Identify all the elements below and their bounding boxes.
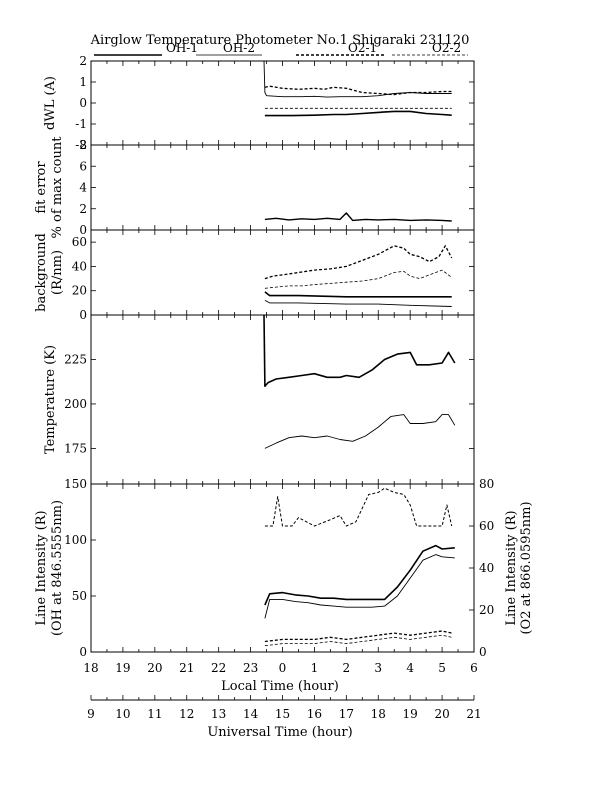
panel-frame <box>90 483 475 653</box>
chart-title: Airglow Temperature Photometer No.1 Shig… <box>90 33 470 48</box>
panel-temp: 225 200 175 Temperature (K) <box>43 314 475 485</box>
y-tick-label: 0 <box>79 308 87 322</box>
y-axis-label: fit error <box>34 161 49 214</box>
series-int-oh-1 <box>264 544 455 606</box>
ut-tick-label: 14 <box>243 707 259 721</box>
ut-tick-label: 20 <box>434 707 449 721</box>
y-axis-label: Line Intensity (R) <box>34 510 49 625</box>
legend-label-oh2: OH-2 <box>223 41 255 55</box>
y2-tick-label: 40 <box>479 561 494 575</box>
y-tick-label: 40 <box>72 259 87 273</box>
y-tick-label: 0 <box>79 645 87 659</box>
y2-axis-label-sub: (O2 at 866.0595nm) <box>519 501 534 634</box>
y2-tick-label: 60 <box>479 519 494 533</box>
series-int-oh-2 <box>264 554 455 619</box>
local-time-tick-label: 20 <box>147 661 162 675</box>
local-time-tick-label: 18 <box>83 661 98 675</box>
ut-tick-label: 12 <box>179 707 194 721</box>
y-tick-label: 1 <box>79 75 87 89</box>
y-tick-label: 20 <box>72 284 87 298</box>
y-tick-label: 175 <box>64 441 87 455</box>
y-tick-label: 0 <box>79 223 87 237</box>
y-axis-label-sub: % of max count <box>50 136 65 239</box>
ut-tick-label: 19 <box>403 707 418 721</box>
y-tick-label: 60 <box>72 235 87 249</box>
legend-label-oh1: OH-1 <box>166 41 198 55</box>
series-bg-oh-1 <box>264 291 452 298</box>
series-temp-oh-2 <box>264 414 456 449</box>
local-time-tick-label: 21 <box>179 661 194 675</box>
series-bg-o2-1 <box>264 245 453 280</box>
ut-tick-label: 17 <box>339 707 354 721</box>
panel-frame <box>90 229 475 316</box>
y-tick-label: 2 <box>79 202 87 216</box>
y-tick-label: 0 <box>79 96 87 110</box>
ut-tick-label: 21 <box>466 707 481 721</box>
panel-frame <box>90 314 475 485</box>
universal-time-label: Universal Time (hour) <box>207 725 352 740</box>
y2-tick-label: 20 <box>479 603 494 617</box>
panel-frame <box>90 60 475 146</box>
x-axes: 18 19 20 21 22 23 0 1 2 3 4 5 69 10 11 12 13 14 15 16 17 18 19… <box>83 661 481 721</box>
y-axis-label: Temperature (K) <box>43 345 58 454</box>
y-axis-label-sub: (R/nm) <box>50 250 65 295</box>
ut-tick-label: 9 <box>87 707 95 721</box>
local-time-tick-label: 3 <box>374 661 382 675</box>
y-tick-label: -2 <box>75 138 87 152</box>
local-time-label: Local Time (hour) <box>221 679 339 694</box>
series-int-o2-1 <box>264 630 452 643</box>
y-axis-label-sub: (OH at 846.5555nm) <box>50 500 65 636</box>
y2-tick-label: 80 <box>479 477 494 491</box>
series-dwl-oh-2 <box>263 60 452 98</box>
y-tick-label: 200 <box>64 397 87 411</box>
ut-tick-label: 18 <box>371 707 386 721</box>
y-tick-label: 4 <box>79 181 87 195</box>
local-time-tick-label: 19 <box>115 661 130 675</box>
panel-dwl: 2 1 0 -1 -2 dWL (A) <box>43 54 475 152</box>
ut-tick-label: 10 <box>115 707 130 721</box>
local-time-tick-label: 6 <box>470 661 478 675</box>
panel-fit: 8 6 4 2 0 fit error% of max count <box>34 136 475 239</box>
local-time-tick-label: 2 <box>343 661 351 675</box>
y-tick-label: 50 <box>72 589 87 603</box>
series-int-o2-1-peak <box>264 487 453 527</box>
ut-tick-label: 15 <box>275 707 290 721</box>
local-time-tick-label: 5 <box>438 661 446 675</box>
local-time-tick-label: 23 <box>243 661 258 675</box>
local-time-tick-label: 22 <box>211 661 226 675</box>
y-axis-label: background <box>34 233 49 312</box>
legend: OH-1 OH-2 O2-1 O2-2 <box>94 41 468 56</box>
ut-tick-label: 13 <box>211 707 226 721</box>
local-time-tick-label: 0 <box>279 661 287 675</box>
y-axis-label: dWL (A) <box>43 76 58 130</box>
series-fit-fit-error <box>264 212 452 222</box>
local-time-tick-label: 1 <box>311 661 319 675</box>
y-tick-label: 2 <box>79 54 87 68</box>
legend-label-o22: O2-2 <box>432 41 461 55</box>
y-tick-label: 6 <box>79 159 87 173</box>
y-tick-label: 150 <box>64 477 87 491</box>
y2-axis-label: Line Intensity (R) <box>504 510 519 625</box>
y-tick-label: 225 <box>64 352 87 366</box>
ut-tick-label: 11 <box>147 707 162 721</box>
series-dwl-o2-1 <box>264 85 452 96</box>
local-time-tick-label: 4 <box>406 661 414 675</box>
series-bg-oh-2 <box>264 300 452 307</box>
series-int-o2-2 <box>264 634 452 647</box>
series-dwl-oh-1 <box>264 110 452 117</box>
panel-bg: 60 40 20 0 background (R/nm) <box>34 229 475 322</box>
panel-frame <box>90 144 475 231</box>
ut-tick-label: 16 <box>307 707 322 721</box>
series-bg-o2-2 <box>264 269 452 289</box>
y-tick-label: 100 <box>64 533 87 547</box>
series-temp-oh-1 <box>263 314 456 388</box>
y-tick-label: -1 <box>75 117 87 131</box>
y2-tick-label: 0 <box>479 645 487 659</box>
y-tick-label: 8 <box>79 138 87 152</box>
legend-label-o21: O2-1 <box>348 41 377 55</box>
